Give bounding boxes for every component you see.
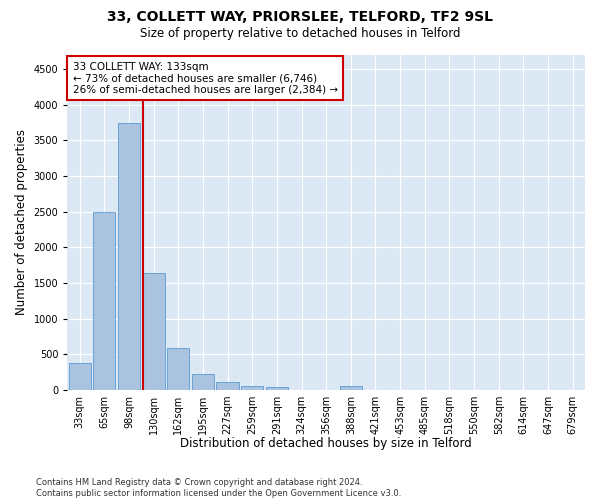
Bar (118, 122, 140, 390)
X-axis label: Distribution of detached houses by size in Telford: Distribution of detached houses by size … (180, 437, 472, 450)
Bar (266, 387, 288, 390)
Text: Contains HM Land Registry data © Crown copyright and database right 2024.
Contai: Contains HM Land Registry data © Crown c… (36, 478, 401, 498)
Bar (93, 212, 115, 390)
Bar (68, 364, 91, 390)
Y-axis label: Number of detached properties: Number of detached properties (15, 130, 28, 316)
Bar (340, 386, 362, 390)
Bar (167, 348, 190, 390)
Bar (143, 273, 165, 390)
Bar (192, 374, 214, 390)
Text: Size of property relative to detached houses in Telford: Size of property relative to detached ho… (140, 28, 460, 40)
Text: 33 COLLETT WAY: 133sqm
← 73% of detached houses are smaller (6,746)
26% of semi-: 33 COLLETT WAY: 133sqm ← 73% of detached… (73, 62, 338, 95)
Bar (217, 382, 239, 390)
Text: 33, COLLETT WAY, PRIORSLEE, TELFORD, TF2 9SL: 33, COLLETT WAY, PRIORSLEE, TELFORD, TF2… (107, 10, 493, 24)
Bar (241, 386, 263, 390)
